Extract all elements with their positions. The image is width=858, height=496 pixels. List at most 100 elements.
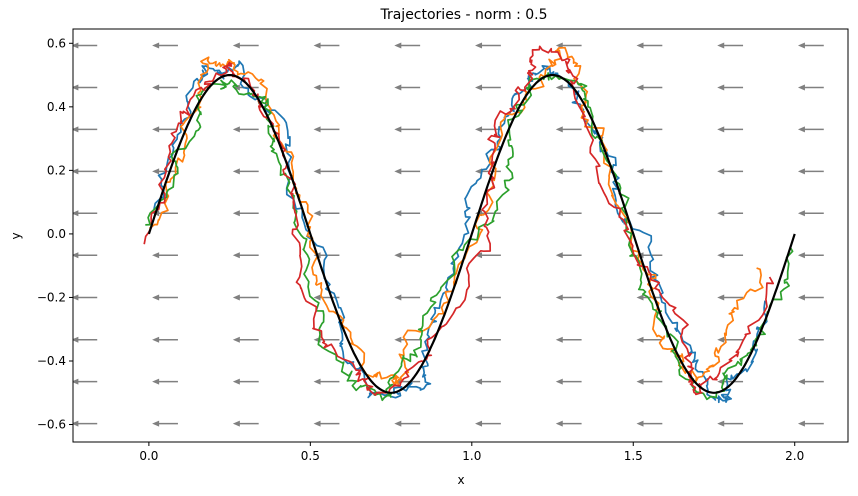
- vector-arrow: [152, 42, 178, 49]
- vector-arrow: [555, 420, 582, 427]
- vector-arrow: [797, 252, 824, 259]
- vector-arrow: [313, 210, 340, 217]
- vector-arrow: [232, 252, 259, 259]
- vector-arrow: [797, 336, 824, 343]
- vector-arrow: [73, 42, 98, 49]
- vector-arrow: [475, 126, 501, 133]
- vector-arrow: [555, 168, 582, 175]
- chart-title: Trajectories - norm : 0.5: [379, 7, 547, 23]
- vector-arrow: [152, 420, 178, 427]
- vector-arrow: [313, 168, 340, 175]
- vector-arrow: [232, 168, 259, 175]
- vector-arrow: [717, 252, 744, 259]
- vector-arrow: [797, 168, 824, 175]
- y-tick-label: −0.6: [37, 418, 66, 432]
- vector-arrow: [152, 168, 178, 175]
- vector-arrow: [313, 126, 340, 133]
- vector-arrow: [475, 42, 501, 49]
- vector-arrow: [717, 210, 744, 217]
- vector-arrow: [797, 42, 824, 49]
- vector-arrow: [475, 252, 501, 259]
- vector-arrow: [394, 84, 421, 91]
- y-tick-label: −0.2: [37, 290, 66, 304]
- vector-arrow: [73, 126, 98, 133]
- vector-arrow: [394, 294, 421, 301]
- vector-arrow: [555, 336, 582, 343]
- trajectory-line: [143, 45, 775, 396]
- plot-frame: [72, 28, 849, 443]
- vector-arrow: [555, 210, 582, 217]
- vector-arrow: [636, 42, 663, 49]
- vector-arrow: [232, 336, 259, 343]
- vector-arrow: [717, 126, 744, 133]
- vector-arrow: [394, 336, 421, 343]
- vector-arrow: [475, 336, 501, 343]
- vector-arrow: [636, 84, 663, 91]
- reference-curve: [147, 74, 796, 394]
- y-axis-title: y: [9, 232, 23, 239]
- x-axis: 0.0 0.5 1.0 1.5 2.0: [139, 442, 804, 463]
- vector-arrow: [73, 168, 98, 175]
- vector-arrow: [232, 294, 259, 301]
- x-tick-label: 1.5: [624, 449, 643, 463]
- vector-arrow: [73, 210, 98, 217]
- plot-area: [73, 42, 824, 427]
- x-axis-title: x: [457, 473, 464, 487]
- vector-arrow: [555, 378, 582, 385]
- x-tick-label: 1.0: [462, 449, 481, 463]
- vector-arrow: [797, 294, 824, 301]
- vector-arrow: [555, 294, 582, 301]
- vector-arrow: [394, 210, 421, 217]
- vector-arrow: [152, 336, 178, 343]
- vector-arrow: [636, 168, 663, 175]
- vector-arrow: [475, 378, 501, 385]
- vector-arrow: [717, 336, 744, 343]
- vector-arrow: [232, 126, 259, 133]
- vector-arrow: [636, 336, 663, 343]
- x-tick-label: 2.0: [785, 449, 804, 463]
- y-tick-label: 0.2: [47, 163, 66, 177]
- vector-arrow: [152, 294, 178, 301]
- vector-arrow: [232, 42, 259, 49]
- vector-arrow: [717, 420, 744, 427]
- vector-arrow: [73, 294, 98, 301]
- vector-arrow: [232, 378, 259, 385]
- x-tick-label: 0.0: [139, 449, 158, 463]
- y-tick-label: 0.4: [47, 100, 66, 114]
- y-axis: −0.6 −0.4 −0.2 0.0 0.2 0.4 0.6: [37, 36, 73, 432]
- vector-arrow: [73, 378, 98, 385]
- vector-arrow: [394, 420, 421, 427]
- vector-arrow: [394, 42, 421, 49]
- vector-arrow: [313, 378, 340, 385]
- vector-arrow: [232, 420, 259, 427]
- vector-arrow: [73, 252, 98, 259]
- vector-arrow: [152, 84, 178, 91]
- vector-arrow: [797, 378, 824, 385]
- y-tick-label: 0.6: [47, 36, 66, 50]
- vector-arrow: [636, 420, 663, 427]
- x-tick-label: 0.5: [301, 449, 320, 463]
- vector-arrow: [717, 42, 744, 49]
- vector-arrow: [313, 420, 340, 427]
- vector-arrow: [394, 168, 421, 175]
- vector-arrow: [394, 126, 421, 133]
- vector-arrow: [797, 126, 824, 133]
- vector-arrow: [232, 210, 259, 217]
- vector-arrow: [636, 126, 663, 133]
- vector-arrow: [475, 84, 501, 91]
- vector-arrow: [152, 252, 178, 259]
- vector-arrow: [152, 378, 178, 385]
- vector-arrow: [152, 126, 178, 133]
- vector-arrow: [555, 42, 582, 49]
- vector-arrow: [636, 378, 663, 385]
- y-tick-label: −0.4: [37, 354, 66, 368]
- vector-arrow: [73, 420, 98, 427]
- vector-arrow: [394, 252, 421, 259]
- vector-arrow: [717, 84, 744, 91]
- vector-arrow: [797, 420, 824, 427]
- vector-arrow: [717, 294, 744, 301]
- vector-arrow: [797, 84, 824, 91]
- vector-arrow: [636, 210, 663, 217]
- trajectory-line: [148, 46, 764, 387]
